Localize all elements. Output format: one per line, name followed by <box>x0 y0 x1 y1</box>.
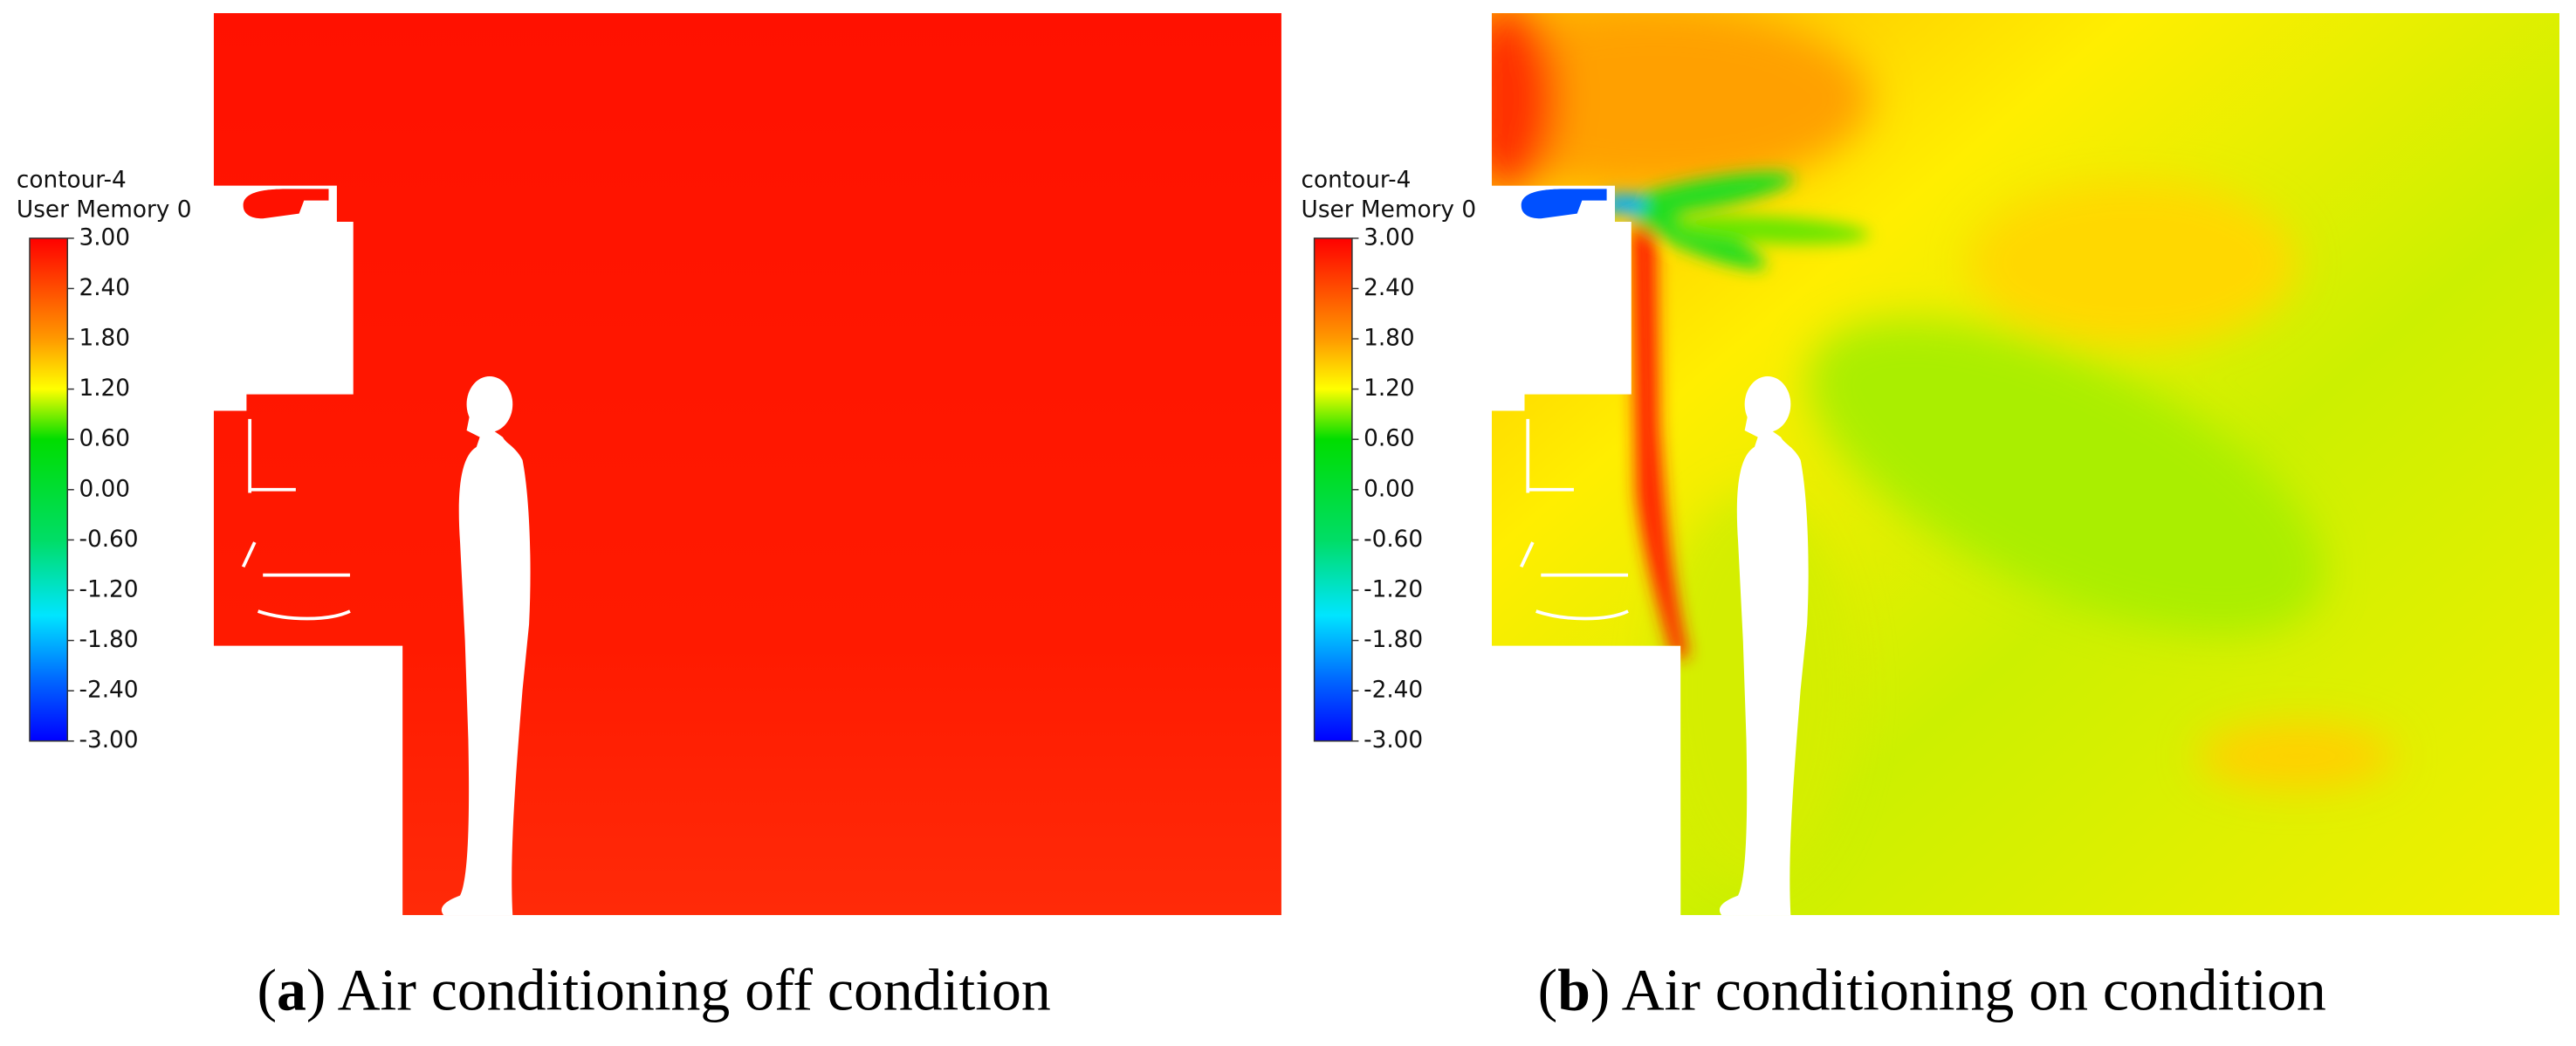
colorbar-tick-label: 2.40 <box>1364 275 1415 301</box>
colorbar <box>29 237 69 742</box>
colorbar-tick-label: -3.00 <box>1364 727 1423 754</box>
legend-subtitle: User Memory 0 <box>17 196 192 223</box>
colorbar-tick-label: 2.40 <box>79 275 130 301</box>
furniture-outline <box>241 418 351 621</box>
colorbar-tick-label: -1.20 <box>79 576 138 602</box>
colorbar-tick-label: 1.80 <box>79 326 130 352</box>
colorbar-tick-label: -1.20 <box>1364 576 1423 602</box>
colorbar-tick-label: -1.80 <box>1364 627 1423 653</box>
legend-subtitle: User Memory 0 <box>1302 196 1477 223</box>
legend-title: contour-4 <box>1302 168 1412 194</box>
caption-part: ) Air conditioning on condition <box>1590 957 2326 1022</box>
colorbar-tick-label: -2.40 <box>1364 678 1423 704</box>
ac-unit <box>243 189 329 219</box>
colorbar-tick-label: 0.00 <box>1364 476 1415 502</box>
colorbar-tick-label: -1.80 <box>79 627 138 653</box>
furniture-outline <box>1520 418 1629 621</box>
ac-unit <box>1521 189 1607 219</box>
caption: (a) Air conditioning off condition <box>257 957 1050 1022</box>
colorbar-tick-label: 0.60 <box>79 426 130 452</box>
caption-part: ) Air conditioning off condition <box>306 957 1051 1022</box>
colorbar-tick-label: 3.00 <box>1364 224 1415 251</box>
colorbar-tick-label: 0.60 <box>1364 426 1415 452</box>
colorbar-tick-label: 1.20 <box>79 375 130 402</box>
colorbar-tick-label: -2.40 <box>79 678 138 704</box>
caption-part: a <box>277 957 306 1022</box>
legend-title: contour-4 <box>17 168 127 194</box>
colorbar-tick-label: 3.00 <box>79 224 130 251</box>
contour-plot-b <box>1491 13 2560 916</box>
colorbar <box>1313 237 1353 742</box>
caption-part: b <box>1557 957 1590 1022</box>
colorbar-tick-label: 0.00 <box>79 476 130 502</box>
caption-part: ( <box>1538 957 1558 1022</box>
caption: (b) Air conditioning on condition <box>1538 957 2326 1022</box>
contour-plot-a <box>213 13 1281 916</box>
caption-part: ( <box>257 957 277 1022</box>
colorbar-tick-label: 1.80 <box>1364 326 1415 352</box>
contour-field <box>213 13 1281 916</box>
colorbar-tick-label: -0.60 <box>79 526 138 553</box>
colorbar-tick-label: -3.00 <box>79 727 138 754</box>
colorbar-tick-label: -0.60 <box>1364 526 1423 553</box>
colorbar-tick-label: 1.20 <box>1364 375 1415 402</box>
